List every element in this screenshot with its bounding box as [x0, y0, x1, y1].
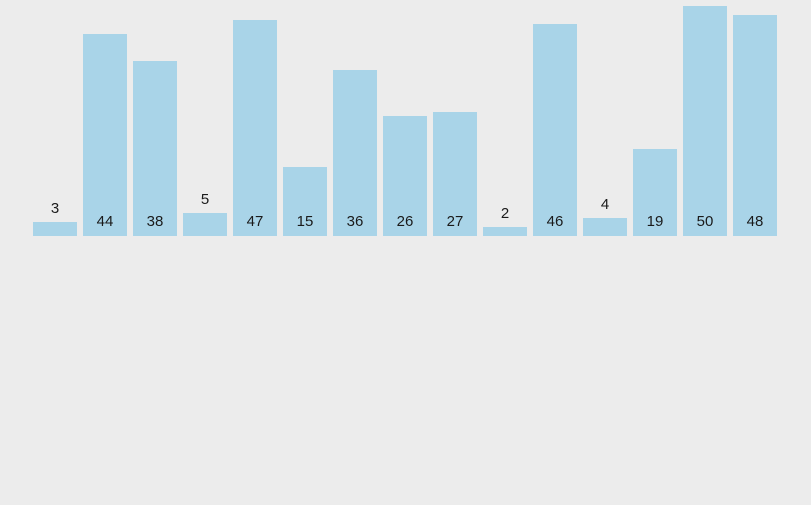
bar-value-label: 36: [346, 213, 364, 230]
bar-value-label: 19: [646, 213, 664, 230]
bar-value-label: 44: [96, 213, 114, 230]
bar-rect[interactable]: [133, 61, 177, 236]
bar-item[interactable]: 46: [533, 24, 577, 236]
bar-value-label: 2: [500, 205, 510, 222]
bar-value-label: 3: [50, 200, 60, 217]
bar-rect[interactable]: [333, 70, 377, 236]
bar-item[interactable]: 15: [283, 167, 327, 236]
bar-value-label: 27: [446, 213, 464, 230]
bar-rect[interactable]: [633, 149, 677, 236]
bar-rect[interactable]: [533, 24, 577, 236]
bar-value-label: 50: [696, 213, 714, 230]
bar-value-label: 48: [746, 213, 764, 230]
bar-item[interactable]: 50: [683, 6, 727, 236]
bar-item[interactable]: 27: [433, 112, 477, 236]
bar-rect[interactable]: [433, 112, 477, 236]
bar-rect[interactable]: [233, 20, 277, 236]
bar-item[interactable]: 48: [733, 15, 777, 236]
bar-item[interactable]: 47: [233, 20, 277, 236]
bar-item[interactable]: 3: [33, 201, 77, 236]
bar-rect[interactable]: [33, 222, 77, 236]
bar-rect[interactable]: [383, 116, 427, 236]
bar-item[interactable]: 19: [633, 149, 677, 236]
bar-item[interactable]: 5: [183, 192, 227, 236]
bar-value-label: 47: [246, 213, 264, 230]
bar-value-label: 46: [546, 213, 564, 230]
bar-item[interactable]: 4: [583, 197, 627, 236]
bar-rect[interactable]: [83, 34, 127, 236]
bar-item[interactable]: 26: [383, 116, 427, 236]
bar-rect[interactable]: [683, 6, 727, 236]
bar-value-label: 26: [396, 213, 414, 230]
bar-value-label: 4: [600, 196, 610, 213]
bar-value-label: 38: [146, 213, 164, 230]
bar-rect[interactable]: [583, 218, 627, 236]
bar-value-label: 15: [296, 213, 314, 230]
bar-rect[interactable]: [733, 15, 777, 236]
bar-value-label: 5: [200, 191, 210, 208]
bar-item[interactable]: 2: [483, 206, 527, 236]
bar-rect[interactable]: [183, 213, 227, 236]
bar-rect[interactable]: [483, 227, 527, 236]
bar-item[interactable]: 36: [333, 70, 377, 236]
bar-item[interactable]: 44: [83, 34, 127, 236]
bar-rect[interactable]: [283, 167, 327, 236]
bar-item[interactable]: 38: [133, 61, 177, 236]
